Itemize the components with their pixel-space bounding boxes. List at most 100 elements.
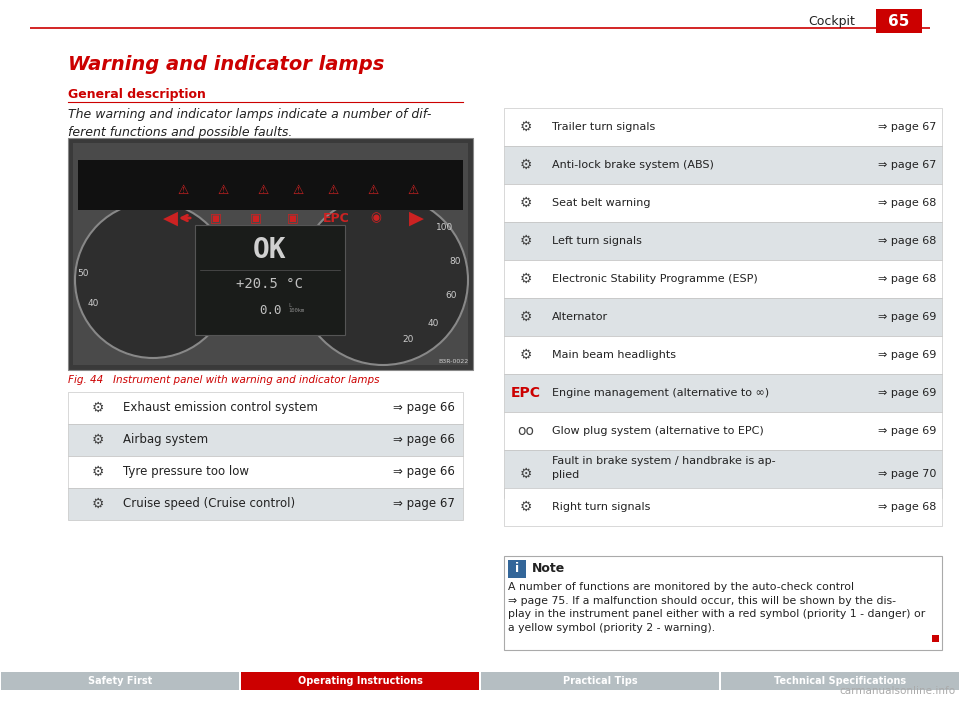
Text: EPC: EPC [511,386,541,400]
Text: ⚠: ⚠ [327,184,339,196]
Bar [504,556,942,650]
Text: 60: 60 [445,292,457,301]
Text: Seat belt warning: Seat belt warning [552,198,651,208]
Text: Exhaust emission control system: Exhaust emission control system [123,402,318,414]
Text: ⚙: ⚙ [92,433,105,447]
Text: oo: oo [517,424,535,438]
Bar [78,160,463,210]
Text: 40: 40 [427,318,439,327]
Text: ⇒ page 66: ⇒ page 66 [394,433,455,447]
Text: ⚙: ⚙ [519,158,532,172]
Text: Electronic Stability Programme (ESP): Electronic Stability Programme (ESP) [552,274,757,284]
Bar [876,9,922,33]
Bar [68,138,473,370]
Text: A number of functions are monitored by the auto-check control
⇒ page 75. If a ma: A number of functions are monitored by t… [508,582,925,633]
Text: ◀: ◀ [162,208,178,228]
Bar [504,260,942,298]
Bar [504,488,942,526]
Text: EPC: EPC [323,212,349,224]
Text: ⇒ page 69: ⇒ page 69 [877,350,936,360]
Text: ⇒ page 68: ⇒ page 68 [877,236,936,246]
Text: Note: Note [532,562,565,576]
Bar [68,424,463,456]
Text: ⚙: ⚙ [519,467,532,481]
Text: ⇒ page 70: ⇒ page 70 [877,469,936,479]
Text: Fault in brake system / handbrake is ap-
plied: Fault in brake system / handbrake is ap-… [552,456,776,479]
Text: ▣: ▣ [210,212,222,224]
Bar [504,298,942,336]
Text: OK: OK [253,236,287,264]
Text: 40: 40 [87,299,99,308]
Text: ◉: ◉ [371,212,381,224]
Bar [68,392,463,424]
Text: ⚙: ⚙ [519,234,532,248]
Text: Operating Instructions: Operating Instructions [298,676,422,686]
Text: Glow plug system (alternative to EPC): Glow plug system (alternative to EPC) [552,426,764,436]
Text: B3R-0022: B3R-0022 [439,359,469,364]
Text: ⚙: ⚙ [92,497,105,511]
Text: ⚙: ⚙ [92,465,105,479]
Text: ⇒ page 68: ⇒ page 68 [877,274,936,284]
Text: +20.5 °C: +20.5 °C [236,277,303,291]
Text: Left turn signals: Left turn signals [552,236,642,246]
Text: ⇒ page 69: ⇒ page 69 [877,426,936,436]
Text: Technical Specifications: Technical Specifications [774,676,906,686]
Bar [504,450,942,498]
Text: Alternator: Alternator [552,312,608,322]
Text: Tyre pressure too low: Tyre pressure too low [123,465,249,479]
Text: ⚠: ⚠ [178,184,188,196]
Text: General description: General description [68,88,205,101]
Bar [508,560,526,578]
Text: Airbag system: Airbag system [123,433,208,447]
Bar [504,108,942,146]
Text: ⚙: ⚙ [519,310,532,324]
Text: ⇒ page 68: ⇒ page 68 [877,198,936,208]
Bar [481,672,719,690]
Bar [504,374,942,412]
Bar [504,412,942,450]
Text: ⚙: ⚙ [519,120,532,134]
Text: Fig. 44   Instrument panel with warning and indicator lamps: Fig. 44 Instrument panel with warning an… [68,375,379,385]
Text: ⚠: ⚠ [293,184,303,196]
Text: Warning and indicator lamps: Warning and indicator lamps [68,55,384,74]
Text: ⇒ page 67: ⇒ page 67 [394,498,455,510]
Text: Main beam headlights: Main beam headlights [552,350,676,360]
Text: ⇒ page 67: ⇒ page 67 [877,122,936,132]
Text: ▶: ▶ [409,208,423,228]
Text: ▣: ▣ [287,212,299,224]
Text: ⚠: ⚠ [407,184,419,196]
Text: Safety First: Safety First [88,676,152,686]
Text: ⚙: ⚙ [519,348,532,362]
Text: ⇒ page 67: ⇒ page 67 [877,160,936,170]
Text: ⇒ page 68: ⇒ page 68 [877,502,936,512]
Text: Cruise speed (Cruise control): Cruise speed (Cruise control) [123,498,295,510]
Text: ⚠: ⚠ [257,184,269,196]
Text: ⚠: ⚠ [368,184,378,196]
Text: 100: 100 [437,224,454,233]
Bar [241,672,479,690]
Bar [504,222,942,260]
Text: ⚙: ⚙ [519,500,532,514]
Text: ⇒ page 69: ⇒ page 69 [877,388,936,398]
Text: ⇒ page 69: ⇒ page 69 [877,312,936,322]
Bar [504,146,942,184]
Bar [932,635,939,642]
Text: ⇒ page 66: ⇒ page 66 [394,402,455,414]
Text: The warning and indicator lamps indicate a number of dif-
ferent functions and p: The warning and indicator lamps indicate… [68,108,431,139]
Text: Practical Tips: Practical Tips [563,676,637,686]
Text: Right turn signals: Right turn signals [552,502,650,512]
Text: i: i [515,562,519,576]
Bar [721,672,959,690]
Text: Anti-lock brake system (ABS): Anti-lock brake system (ABS) [552,160,714,170]
Text: Cockpit: Cockpit [808,15,855,29]
Text: ⚙: ⚙ [92,401,105,415]
Text: 65: 65 [888,13,910,29]
Bar [1,672,239,690]
Bar [504,336,942,374]
Bar [68,488,463,520]
Text: Engine management (alternative to ∞): Engine management (alternative to ∞) [552,388,769,398]
Bar [68,456,463,488]
Bar [504,184,942,222]
Circle shape [298,195,468,365]
Text: ⚠: ⚠ [217,184,228,196]
